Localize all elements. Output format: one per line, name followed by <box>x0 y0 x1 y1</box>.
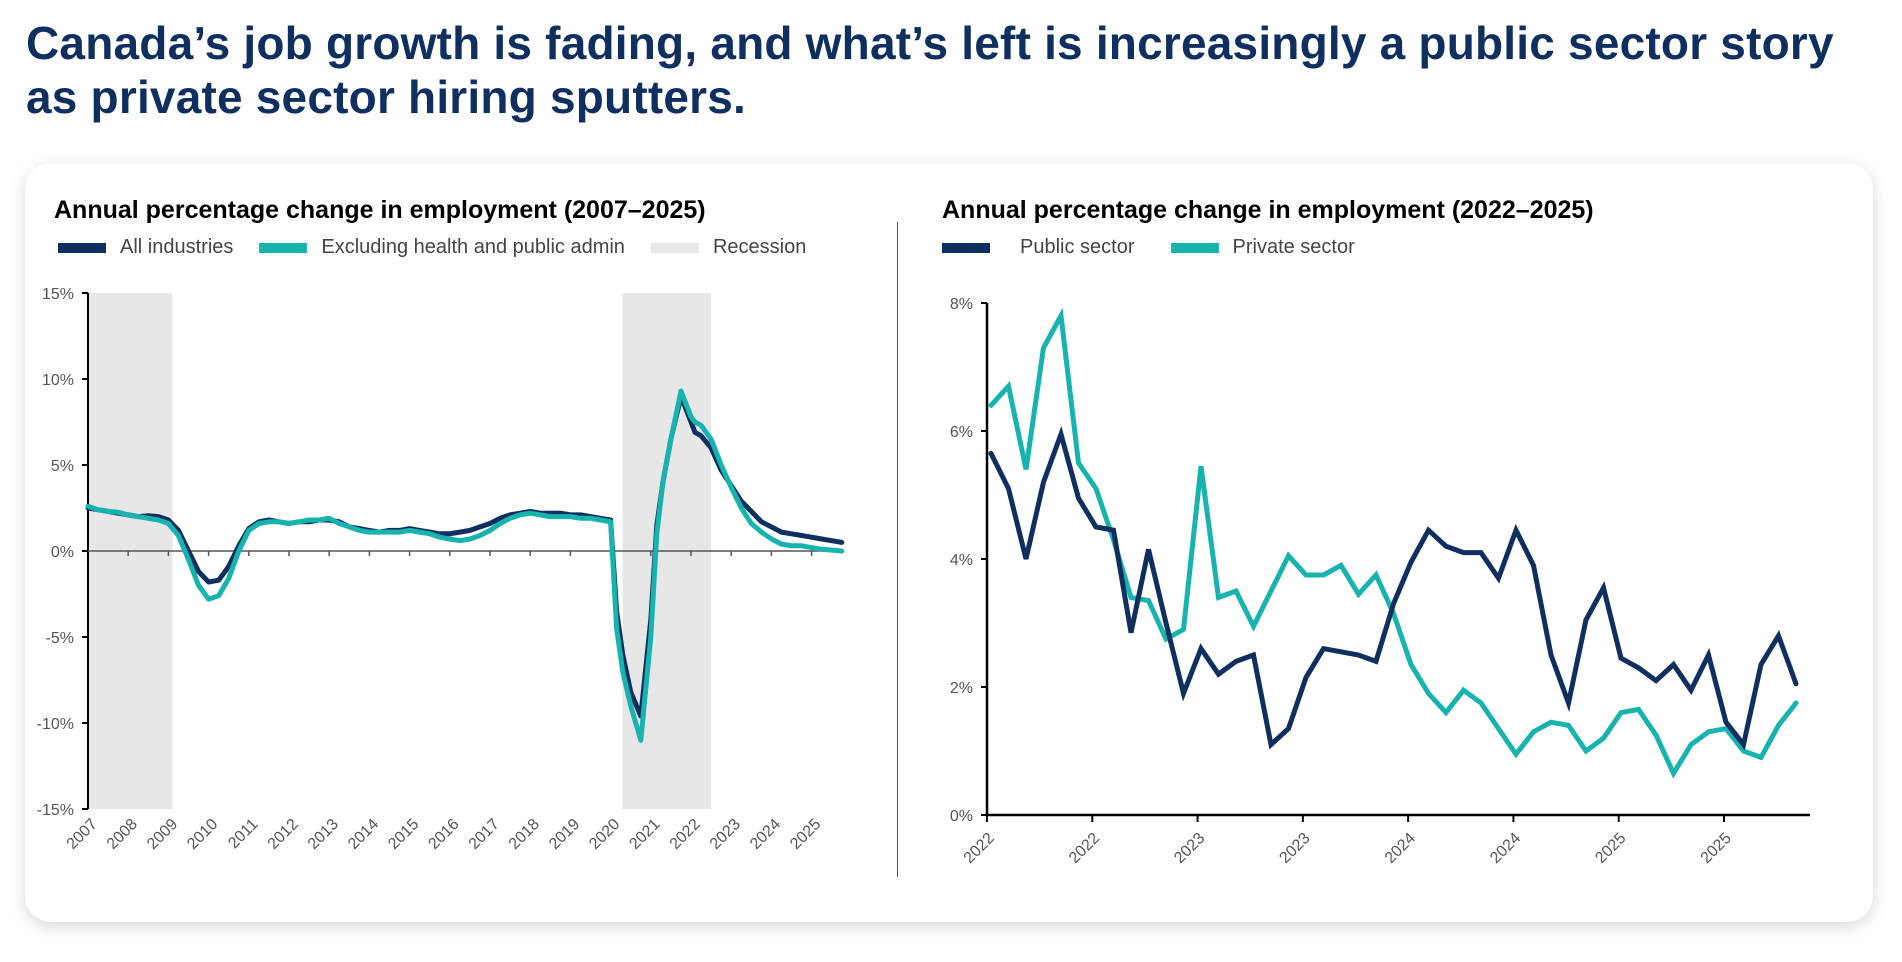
x-tick-label: 2022 <box>1066 830 1103 867</box>
legend-item-all-industries: All industries <box>58 236 233 259</box>
x-tick-label: 2018 <box>506 816 543 853</box>
legend-item-recession: Recession <box>650 236 807 259</box>
left-chart: 15%10%5%0%-5%-10%-15%2007 2008 2009 2010 201… <box>37 286 845 853</box>
x-tick-label: 2024 <box>747 816 784 853</box>
x-tick-label: 2009 <box>144 816 181 853</box>
x-tick-label: 2023 <box>1171 830 1208 867</box>
x-tick-label: 2025 <box>1592 830 1629 867</box>
legend-item-public-sector: Public sector <box>942 236 1135 259</box>
y-tick-label: -5% <box>46 630 74 647</box>
left-chart-title: Annual percentage change in employment (… <box>54 196 706 224</box>
y-tick-label: 0% <box>51 544 74 561</box>
y-tick-label: 8% <box>950 296 973 313</box>
legend-swatch-recession <box>650 242 699 253</box>
x-tick-label: 2014 <box>345 816 382 853</box>
right-chart-title: Annual percentage change in employment (… <box>942 196 1594 224</box>
x-tick-label: 2023 <box>1276 830 1313 867</box>
y-tick-label: 5% <box>51 458 74 475</box>
right-chart: 8% 6% 4% 2% 0% 2022 2022 2023 2023 2024 2024 2025 20… <box>950 296 1810 867</box>
legend-item-private-sector: Private sector <box>1170 236 1355 259</box>
right-chart-legend: Public sector Private sector <box>942 236 1381 259</box>
legend-label: All industries <box>120 236 234 258</box>
headline: Canada’s job growth is fading, and what’… <box>26 17 1834 123</box>
y-tick-label: 15% <box>42 286 74 303</box>
x-tick-label: 2024 <box>1487 830 1524 867</box>
x-tick-label: 2017 <box>466 816 503 853</box>
left-chart-legend: All industries Excluding health and publ… <box>58 236 832 259</box>
legend-label: Public sector <box>1020 236 1135 258</box>
legend-label: Excluding health and public admin <box>321 236 625 258</box>
x-tick-label: 2025 <box>787 816 824 853</box>
legend-swatch-navy <box>58 242 106 253</box>
x-tick-label: 2008 <box>104 816 141 853</box>
x-tick-label: 2025 <box>1698 830 1735 867</box>
legend-swatch-teal <box>259 242 308 253</box>
x-tick-label: 2011 <box>225 816 261 852</box>
x-tick-label: 2015 <box>385 816 422 853</box>
x-tick-label: 2022 <box>961 830 998 867</box>
x-tick-label: 2007 <box>64 816 101 853</box>
legend-swatch-teal <box>1170 242 1219 253</box>
series-line-excluding-health-public-admin <box>85 388 845 743</box>
x-tick-label: 2022 <box>667 816 704 853</box>
x-tick-label: 2021 <box>626 816 663 853</box>
series-line-all-industries <box>85 393 845 719</box>
x-tick-label: 2023 <box>707 816 744 853</box>
x-tick-label: 2016 <box>425 816 462 853</box>
y-tick-label: 10% <box>42 372 74 389</box>
chart-divider <box>897 222 898 877</box>
y-tick-label: 0% <box>950 808 973 825</box>
x-tick-label: 2012 <box>265 816 302 853</box>
x-tick-label: 2013 <box>305 816 342 853</box>
chart-card <box>25 163 1873 922</box>
x-tick-label: 2024 <box>1382 830 1419 867</box>
legend-label: Private sector <box>1232 236 1355 258</box>
y-tick-label: 2% <box>950 680 973 697</box>
y-tick-label: 4% <box>950 552 973 569</box>
x-tick-label: 2010 <box>184 816 221 853</box>
y-tick-label: -10% <box>37 716 74 733</box>
y-tick-label: -15% <box>37 802 74 819</box>
legend-item-excluding-health: Excluding health and public admin <box>259 236 625 259</box>
y-tick-label: 6% <box>950 424 973 441</box>
legend-label: Recession <box>712 236 807 258</box>
series-line-private-sector <box>988 307 1799 779</box>
series-line-public-sector <box>988 425 1799 751</box>
x-tick-label: 2019 <box>546 816 583 853</box>
legend-swatch-navy <box>942 242 990 253</box>
x-tick-label: 2020 <box>586 816 623 853</box>
